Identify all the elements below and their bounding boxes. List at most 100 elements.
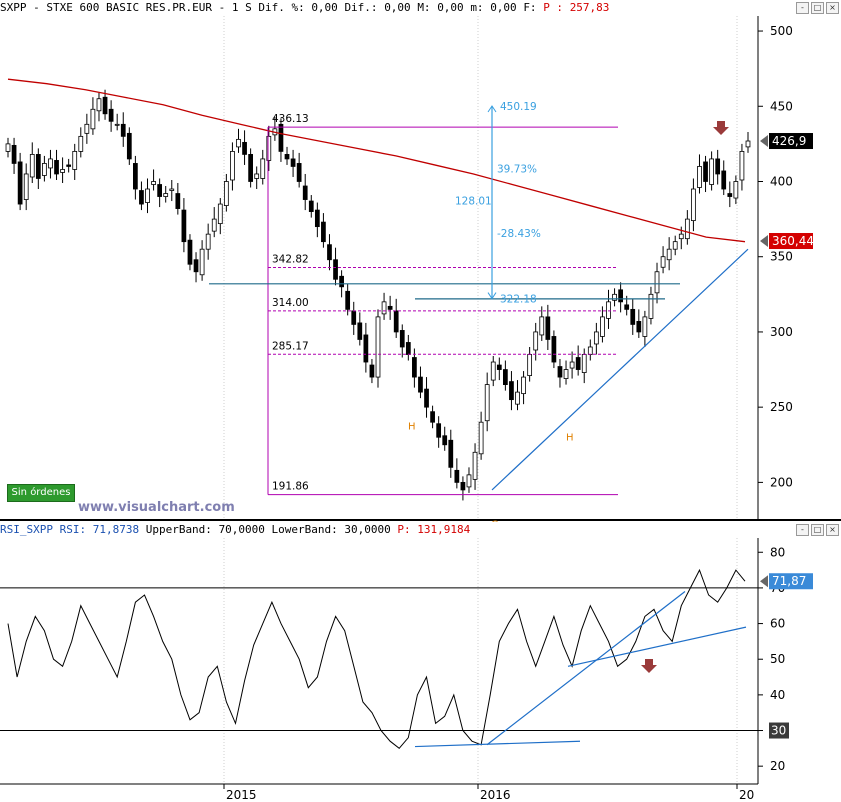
candle-body [345, 290, 351, 310]
candle-body [684, 218, 690, 240]
candle-body [503, 369, 508, 385]
candle-body [333, 259, 338, 280]
candle-body [290, 158, 296, 167]
lower-value: 30,0000 [344, 523, 391, 536]
down-arrow-rsi [641, 659, 657, 673]
rsi-header: RSI_SXPP RSI: 71,8738 UpperBand: 70,0000… [0, 522, 841, 538]
candle-body [102, 96, 108, 115]
rsi-lower-badge-bg [769, 722, 789, 739]
price-header: SXPP - STXE 600 BASIC RES.PR.EUR - 1 S D… [0, 0, 841, 16]
candle-body [205, 233, 211, 250]
candle-body [593, 331, 599, 345]
candle-body [618, 289, 623, 303]
candle-body [66, 164, 72, 167]
minimize-button[interactable]: - [796, 2, 809, 14]
max-label: M: [417, 1, 431, 14]
measure-pct-down: -28.43% [497, 228, 541, 240]
candle-body [745, 140, 751, 148]
rsi-tick-label: 80 [770, 545, 785, 559]
ma-badge-pointer [760, 235, 768, 248]
candle-body [248, 154, 253, 182]
candle-body [703, 161, 708, 182]
candle-body [691, 188, 696, 222]
rsi-minimize-button[interactable]: - [796, 524, 809, 536]
candle-body [151, 181, 156, 185]
instrument-name: STXE 600 BASIC RES.PR.EUR [46, 1, 212, 14]
candle-body [478, 421, 484, 455]
rsi-tick-label: 20 [770, 759, 785, 773]
fibo-level-label: 314.00 [272, 297, 309, 309]
candle-body [412, 357, 417, 378]
rsi-tick-label: 50 [770, 652, 785, 666]
rsi-value-badge: 71,87 [772, 574, 806, 588]
upper-label: UpperBand: [145, 523, 212, 536]
candle-body [624, 304, 630, 310]
candle-body [672, 241, 678, 250]
candle-body [587, 346, 593, 355]
last-price-badge-pointer [760, 135, 768, 148]
price-tick-label: 300 [770, 325, 793, 339]
candle-body [48, 158, 53, 169]
candle-body [114, 123, 120, 126]
candle-body [460, 481, 466, 491]
candle-body [581, 354, 587, 373]
watermark: www.visualchart.com [78, 500, 235, 515]
candle-body [78, 135, 84, 152]
candle-body [648, 293, 654, 319]
price-window-buttons: - □ × [796, 2, 839, 14]
rsi-tick-label: 60 [770, 617, 785, 631]
candle-body [23, 173, 29, 200]
candle-body [430, 411, 435, 423]
candle-body [236, 138, 241, 148]
pattern-label-head-right: H [566, 432, 574, 443]
price-tick-label: 250 [770, 400, 793, 414]
candle-body [715, 158, 721, 175]
rsi-close-button[interactable]: × [826, 524, 839, 536]
candle-body [217, 203, 223, 225]
rsi-p-label: P: [397, 523, 411, 536]
rsi-support-line [414, 740, 581, 748]
candle-body [157, 184, 163, 197]
candle-body [296, 163, 302, 182]
candle-body [369, 364, 375, 378]
candle-body [521, 376, 526, 395]
min-label: m: [470, 1, 484, 14]
p-value: 257,83 [569, 1, 610, 14]
candle-body [223, 181, 229, 206]
candle-body [454, 469, 460, 483]
rsi-rising-line-2 [567, 626, 747, 667]
measure-pct-up: 39.73% [497, 163, 537, 175]
moving-average-line [7, 78, 746, 243]
close-button[interactable]: × [826, 2, 839, 14]
candle-body [630, 308, 636, 325]
down-arrow-price [713, 121, 729, 135]
candle-body [363, 334, 369, 363]
rsi-maximize-button[interactable]: □ [811, 524, 824, 536]
candle-body [660, 256, 666, 268]
candle-body [697, 166, 702, 188]
dif-label: Dif.: [344, 1, 378, 14]
p-label: P : [543, 1, 564, 14]
candle-body [399, 330, 405, 348]
candle-body [484, 384, 490, 422]
candle-body [515, 391, 520, 405]
candle-body [193, 259, 199, 273]
candle-body [545, 316, 551, 340]
fibo-level-label: 285.17 [272, 340, 309, 352]
candle-body [387, 305, 393, 310]
maximize-button[interactable]: □ [811, 2, 824, 14]
candle-body [284, 154, 290, 160]
sin-ordenes-button[interactable]: Sin órdenes [7, 484, 75, 502]
candle-body [727, 193, 733, 197]
price-tick-label: 200 [770, 475, 793, 489]
price-tick-label: 350 [770, 250, 793, 264]
time-tick-label: 20 [739, 788, 754, 802]
candle-body [120, 123, 126, 137]
time-tick-label: 2015 [226, 788, 257, 802]
pattern-label-head-left: H [408, 422, 416, 433]
candle-body [533, 331, 539, 351]
candle-body [375, 316, 381, 378]
candle-body [254, 173, 260, 179]
candle-body [466, 474, 472, 488]
candle-body [405, 342, 411, 355]
